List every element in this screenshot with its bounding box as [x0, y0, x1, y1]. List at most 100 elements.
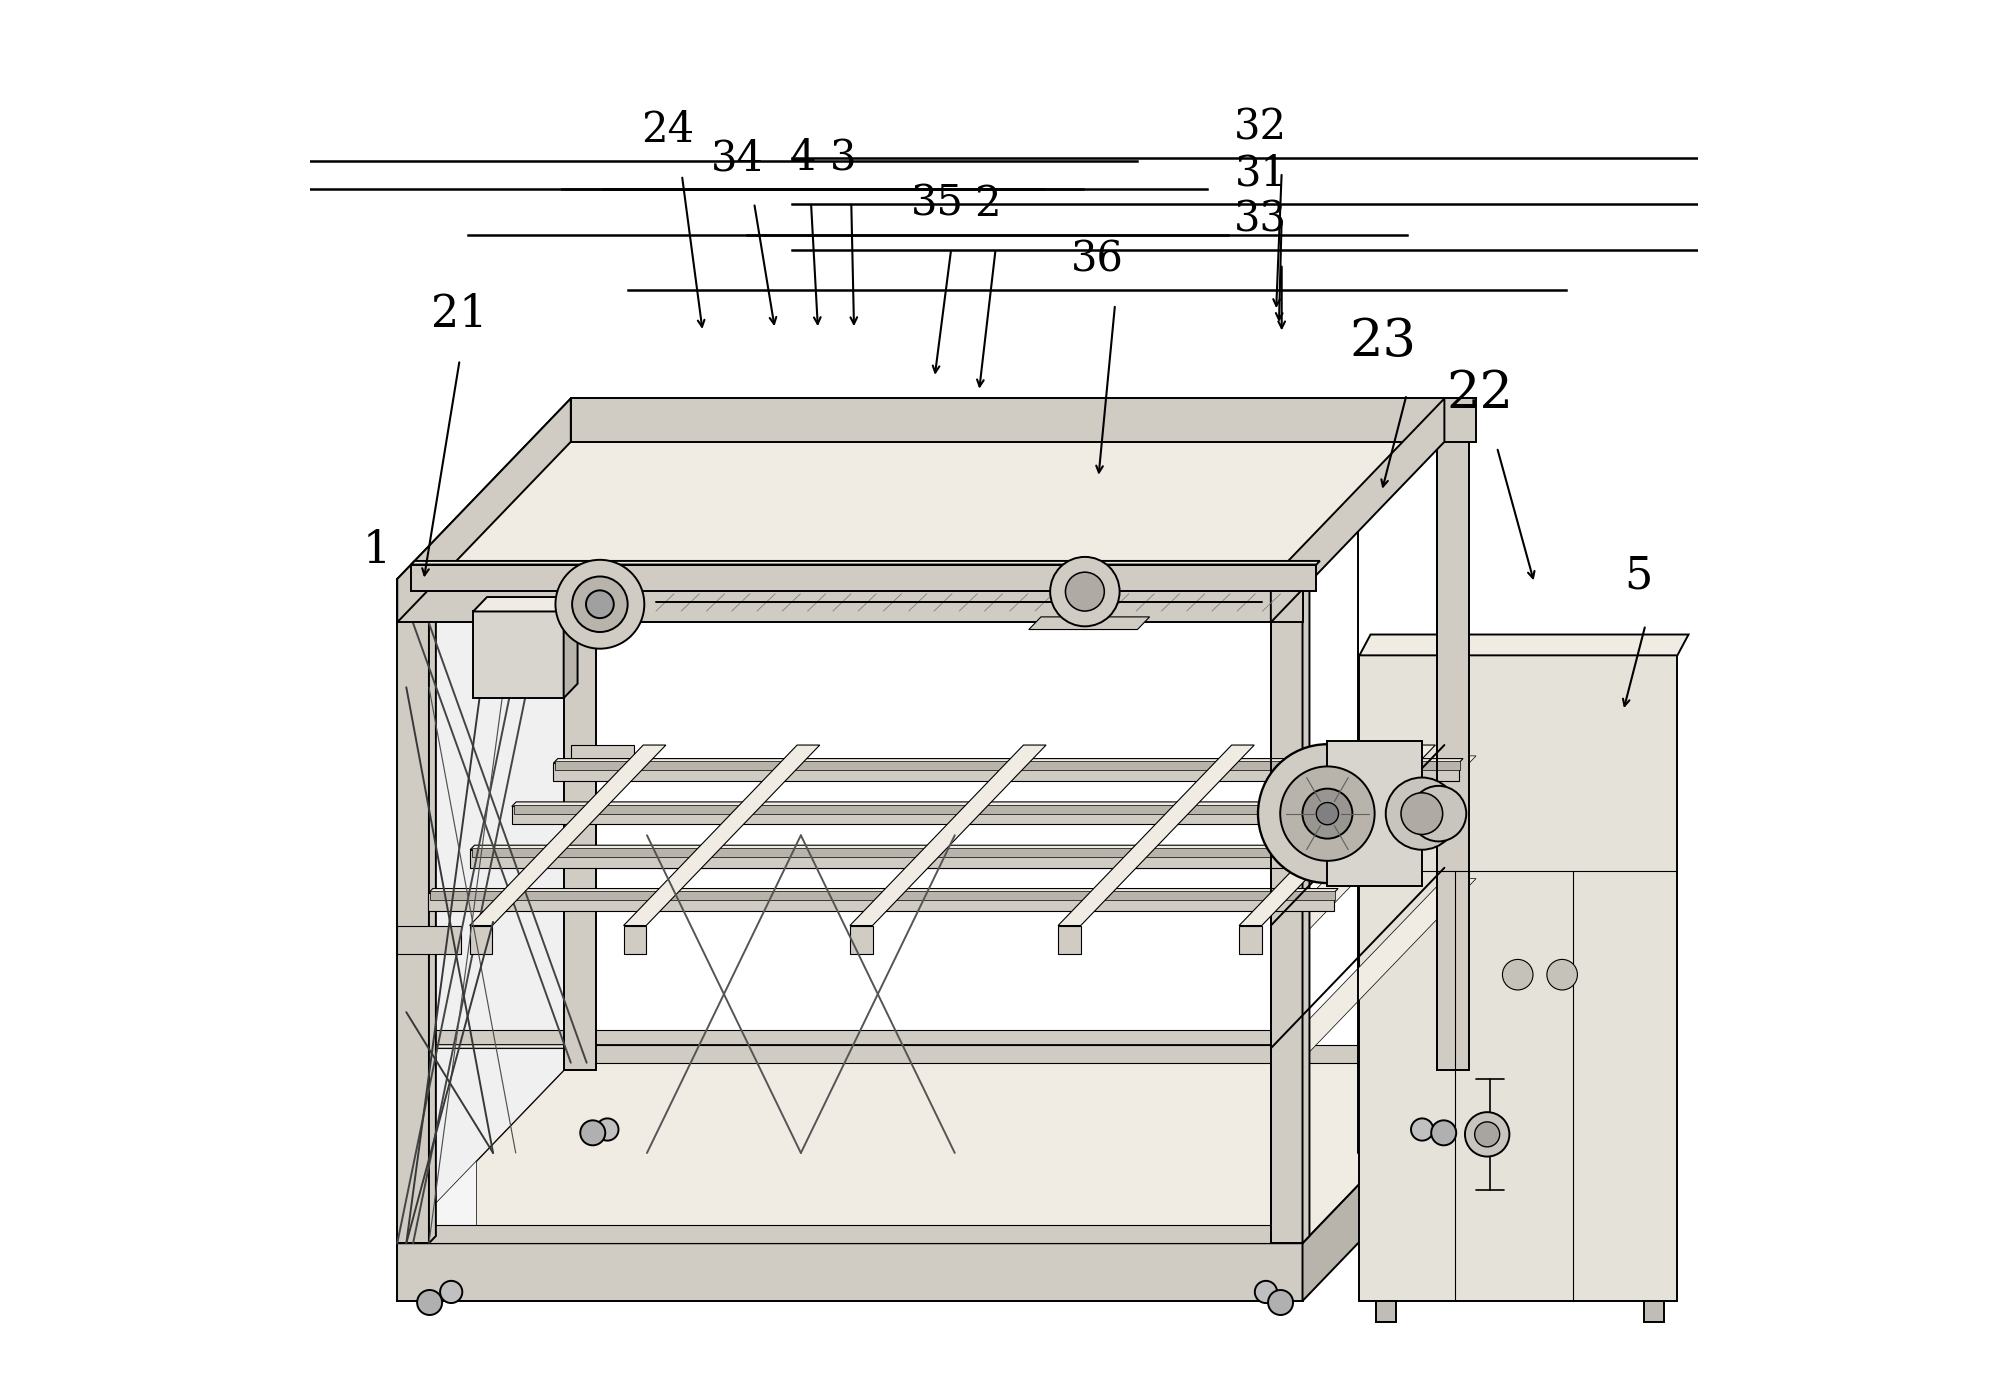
Circle shape: [596, 1118, 618, 1140]
Circle shape: [440, 1281, 462, 1303]
Text: 5: 5: [1624, 553, 1652, 597]
Polygon shape: [512, 806, 1417, 824]
Polygon shape: [1303, 572, 1309, 1243]
Polygon shape: [514, 804, 1419, 814]
Polygon shape: [470, 926, 492, 955]
Polygon shape: [1359, 634, 1688, 655]
Circle shape: [1317, 803, 1339, 825]
Text: 32: 32: [1234, 106, 1286, 149]
Text: 1: 1: [361, 528, 389, 572]
Polygon shape: [470, 744, 666, 926]
Text: 35: 35: [911, 183, 963, 224]
Text: 36: 36: [1070, 238, 1122, 280]
Circle shape: [1066, 572, 1104, 611]
Text: 31: 31: [1234, 152, 1286, 194]
Polygon shape: [472, 848, 1377, 857]
Polygon shape: [429, 1216, 1280, 1231]
Circle shape: [1473, 1122, 1499, 1147]
Circle shape: [556, 560, 644, 648]
Polygon shape: [1375, 1301, 1395, 1322]
Polygon shape: [427, 894, 1333, 912]
Polygon shape: [1028, 618, 1150, 630]
Polygon shape: [427, 888, 1337, 894]
Polygon shape: [624, 744, 819, 926]
Text: 24: 24: [640, 109, 694, 152]
Circle shape: [1465, 1112, 1509, 1157]
Text: 34: 34: [710, 137, 763, 178]
Polygon shape: [397, 1062, 1475, 1243]
Polygon shape: [554, 761, 1459, 771]
Polygon shape: [564, 597, 578, 698]
Circle shape: [1303, 789, 1353, 839]
Polygon shape: [1270, 399, 1443, 622]
Polygon shape: [554, 758, 1463, 763]
Polygon shape: [470, 845, 1379, 850]
Circle shape: [1501, 959, 1531, 990]
Text: 23: 23: [1349, 315, 1415, 367]
Circle shape: [586, 591, 614, 618]
Text: 4: 4: [789, 137, 815, 178]
Polygon shape: [1270, 756, 1475, 937]
Polygon shape: [1270, 878, 1475, 1059]
Circle shape: [1254, 1281, 1276, 1303]
Circle shape: [1256, 744, 1397, 882]
Polygon shape: [411, 565, 1317, 591]
Circle shape: [1280, 767, 1375, 861]
Polygon shape: [429, 1170, 1280, 1184]
Polygon shape: [397, 1243, 1303, 1301]
Circle shape: [572, 577, 628, 631]
Circle shape: [1385, 778, 1457, 850]
Polygon shape: [397, 399, 570, 622]
Polygon shape: [429, 1195, 1280, 1209]
Polygon shape: [397, 1030, 1303, 1048]
Circle shape: [1050, 558, 1120, 626]
Polygon shape: [474, 612, 564, 698]
Polygon shape: [1644, 1301, 1662, 1322]
Polygon shape: [397, 399, 1475, 579]
Polygon shape: [624, 926, 646, 955]
Polygon shape: [554, 763, 1457, 781]
Polygon shape: [570, 1044, 1475, 1062]
Text: 33: 33: [1234, 198, 1286, 240]
Polygon shape: [1437, 406, 1469, 1071]
Circle shape: [1545, 959, 1578, 990]
Polygon shape: [1359, 655, 1676, 1301]
Polygon shape: [849, 926, 873, 955]
Polygon shape: [474, 597, 578, 612]
Text: 3: 3: [829, 137, 855, 178]
Circle shape: [1401, 793, 1441, 835]
Polygon shape: [1238, 744, 1435, 926]
Polygon shape: [1327, 742, 1421, 885]
Circle shape: [580, 1121, 604, 1146]
Polygon shape: [470, 850, 1375, 868]
Polygon shape: [397, 1044, 1305, 1048]
Circle shape: [1268, 1289, 1293, 1315]
Polygon shape: [570, 744, 634, 774]
Polygon shape: [397, 579, 476, 1243]
Polygon shape: [429, 891, 1335, 901]
Text: 21: 21: [432, 293, 488, 336]
Polygon shape: [1058, 926, 1080, 955]
Polygon shape: [570, 850, 1475, 868]
Polygon shape: [429, 572, 436, 1243]
Circle shape: [1411, 786, 1465, 842]
Polygon shape: [570, 1062, 1475, 1121]
Polygon shape: [397, 579, 429, 1243]
Polygon shape: [849, 744, 1046, 926]
Polygon shape: [564, 406, 596, 1071]
Polygon shape: [1238, 926, 1260, 955]
Text: 22: 22: [1445, 368, 1513, 420]
Polygon shape: [1303, 1062, 1475, 1301]
Polygon shape: [397, 399, 570, 1243]
Polygon shape: [512, 802, 1421, 806]
Polygon shape: [1270, 579, 1303, 1243]
Circle shape: [1431, 1121, 1455, 1146]
Polygon shape: [397, 579, 1303, 622]
Polygon shape: [397, 1225, 1303, 1243]
Circle shape: [417, 1289, 442, 1315]
Polygon shape: [570, 399, 1475, 442]
Polygon shape: [1058, 744, 1254, 926]
Text: 2: 2: [973, 183, 999, 224]
Polygon shape: [411, 560, 1319, 565]
Polygon shape: [397, 926, 460, 955]
